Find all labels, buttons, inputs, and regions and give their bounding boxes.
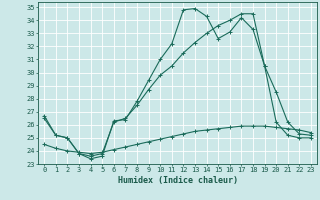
X-axis label: Humidex (Indice chaleur): Humidex (Indice chaleur) xyxy=(118,176,238,185)
